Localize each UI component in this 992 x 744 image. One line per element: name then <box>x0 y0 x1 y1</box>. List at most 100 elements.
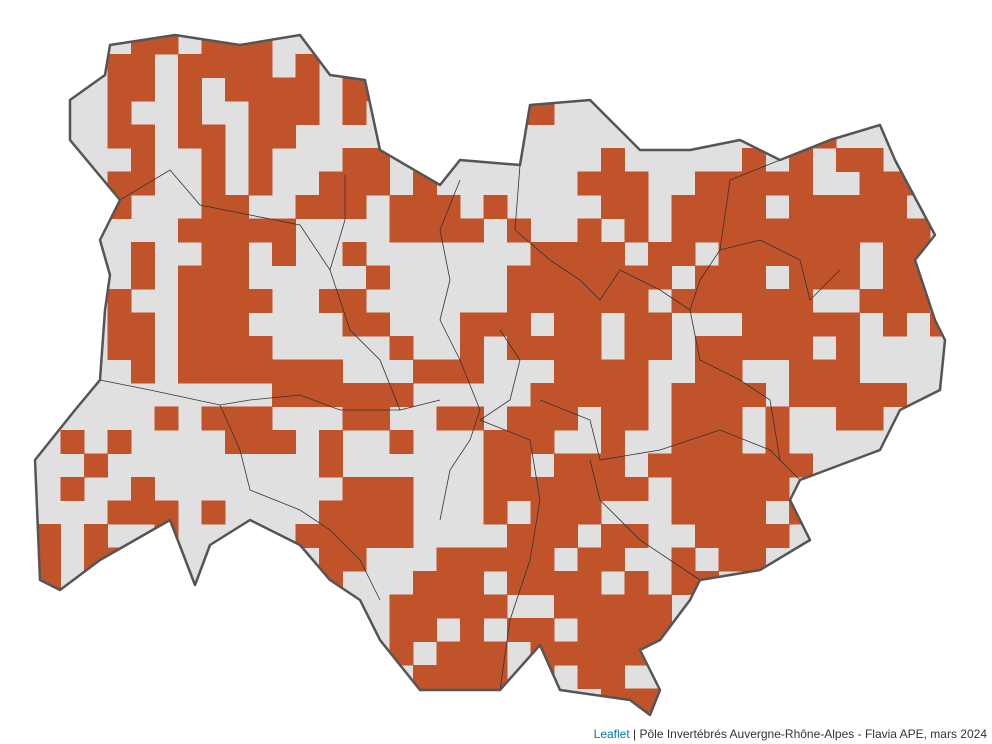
presence-cell[interactable] <box>201 218 226 243</box>
presence-cell[interactable] <box>389 477 414 501</box>
presence-cell[interactable] <box>859 195 884 219</box>
presence-cell[interactable] <box>718 218 743 243</box>
presence-cell[interactable] <box>248 171 273 196</box>
presence-cell[interactable] <box>695 406 719 431</box>
presence-cell[interactable] <box>859 218 884 243</box>
presence-cell[interactable] <box>248 148 273 172</box>
presence-cell[interactable] <box>718 430 743 454</box>
presence-cell[interactable] <box>554 477 578 501</box>
presence-cell[interactable] <box>201 148 226 172</box>
presence-cell[interactable] <box>389 500 414 525</box>
presence-cell[interactable] <box>178 101 202 125</box>
presence-cell[interactable] <box>413 359 437 384</box>
presence-cell[interactable] <box>131 477 155 501</box>
presence-cell[interactable] <box>248 336 273 360</box>
presence-cell[interactable] <box>671 289 696 313</box>
presence-cell[interactable] <box>342 547 367 572</box>
presence-cell[interactable] <box>789 453 813 478</box>
presence-cell[interactable] <box>436 124 461 149</box>
presence-cell[interactable] <box>742 336 766 360</box>
presence-cell[interactable] <box>601 265 625 290</box>
presence-cell[interactable] <box>507 524 531 548</box>
presence-cell[interactable] <box>366 312 390 337</box>
presence-cell[interactable] <box>201 124 226 149</box>
presence-cell[interactable] <box>366 500 390 525</box>
presence-cell[interactable] <box>389 195 414 219</box>
presence-cell[interactable] <box>742 218 766 243</box>
presence-cell[interactable] <box>131 54 155 78</box>
presence-cell[interactable] <box>507 571 531 595</box>
presence-cell[interactable] <box>131 359 155 384</box>
presence-cell[interactable] <box>718 195 743 219</box>
presence-cell[interactable] <box>272 359 296 384</box>
presence-cell[interactable] <box>765 171 790 196</box>
presence-cell[interactable] <box>154 406 179 431</box>
presence-cell[interactable] <box>319 359 343 384</box>
presence-cell[interactable] <box>84 524 108 548</box>
presence-cell[interactable] <box>436 359 461 384</box>
presence-cell[interactable] <box>366 477 390 501</box>
presence-cell[interactable] <box>530 406 555 431</box>
presence-cell[interactable] <box>671 242 696 266</box>
presence-cell[interactable] <box>789 124 813 149</box>
presence-cell[interactable] <box>742 265 766 290</box>
presence-cell[interactable] <box>225 430 249 454</box>
presence-cell[interactable] <box>507 688 531 713</box>
presence-cell[interactable] <box>624 336 649 360</box>
presence-cell[interactable] <box>201 195 226 219</box>
presence-cell[interactable] <box>389 618 414 642</box>
presence-cell[interactable] <box>483 500 508 525</box>
presence-cell[interactable] <box>601 524 625 548</box>
presence-cell[interactable] <box>601 195 625 219</box>
presence-cell[interactable] <box>342 406 367 431</box>
presence-cell[interactable] <box>483 641 508 666</box>
presence-cell[interactable] <box>577 171 602 196</box>
presence-cell[interactable] <box>554 359 578 384</box>
presence-cell[interactable] <box>836 336 860 360</box>
presence-cell[interactable] <box>577 336 602 360</box>
presence-cell[interactable] <box>201 289 226 313</box>
presence-cell[interactable] <box>530 477 555 501</box>
presence-cell[interactable] <box>530 265 555 290</box>
presence-cell[interactable] <box>789 195 813 219</box>
presence-cell[interactable] <box>601 547 625 572</box>
presence-cell[interactable] <box>671 571 696 595</box>
presence-cell[interactable] <box>342 312 367 337</box>
presence-cell[interactable] <box>483 594 508 619</box>
presence-cell[interactable] <box>295 195 320 219</box>
presence-cell[interactable] <box>718 477 743 501</box>
presence-cell[interactable] <box>765 524 790 548</box>
presence-cell[interactable] <box>131 31 155 55</box>
presence-cell[interactable] <box>554 594 578 619</box>
presence-cell[interactable] <box>436 665 461 689</box>
presence-cell[interactable] <box>601 688 625 713</box>
presence-cell[interactable] <box>812 383 837 407</box>
presence-cell[interactable] <box>530 571 555 595</box>
presence-cell[interactable] <box>812 312 837 337</box>
presence-cell[interactable] <box>225 195 249 219</box>
presence-cell[interactable] <box>577 571 602 595</box>
presence-cell[interactable] <box>342 383 367 407</box>
presence-cell[interactable] <box>319 500 343 525</box>
presence-cell[interactable] <box>624 289 649 313</box>
presence-cell[interactable] <box>742 500 766 525</box>
presence-cell[interactable] <box>789 359 813 384</box>
presence-cell[interactable] <box>436 195 461 219</box>
presence-cell[interactable] <box>107 171 132 196</box>
presence-cell[interactable] <box>413 218 437 243</box>
presence-cell[interactable] <box>507 265 531 290</box>
presence-cell[interactable] <box>272 383 296 407</box>
presence-cell[interactable] <box>60 477 85 501</box>
presence-cell[interactable] <box>859 148 884 172</box>
presence-cell[interactable] <box>507 289 531 313</box>
presence-cell[interactable] <box>37 524 61 548</box>
presence-cell[interactable] <box>460 641 484 666</box>
presence-cell[interactable] <box>248 54 273 78</box>
presence-cell[interactable] <box>507 406 531 431</box>
presence-cell[interactable] <box>342 148 367 172</box>
presence-cell[interactable] <box>225 406 249 431</box>
presence-cell[interactable] <box>295 101 320 125</box>
presence-cell[interactable] <box>366 171 390 196</box>
presence-cell[interactable] <box>601 148 625 172</box>
